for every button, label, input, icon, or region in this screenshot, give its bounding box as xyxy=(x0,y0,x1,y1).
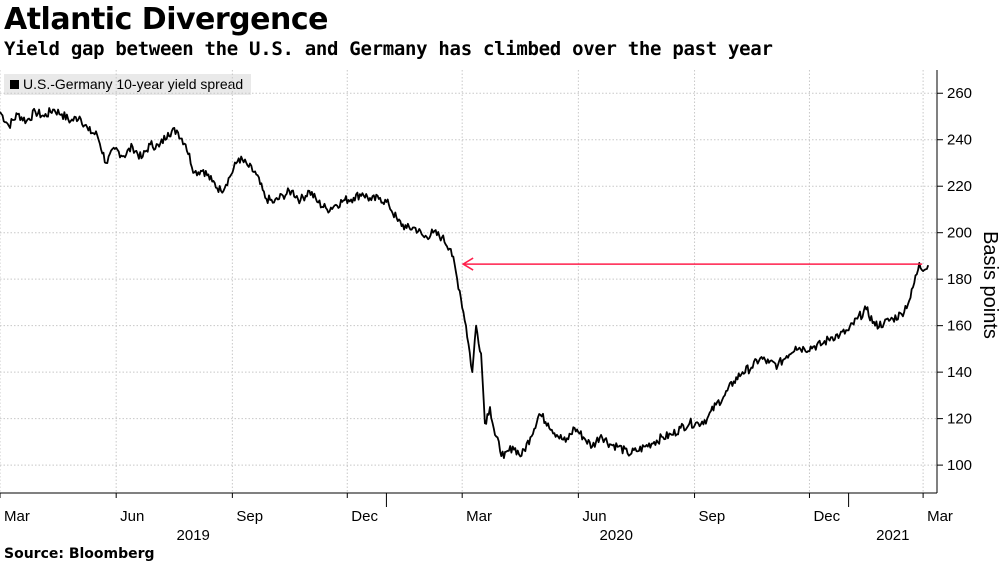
y-axis-label: Basis points xyxy=(979,231,1001,339)
y-tick-label: 260 xyxy=(947,85,972,102)
arrow-head xyxy=(461,257,474,271)
y-tick-label: 180 xyxy=(947,271,972,288)
chart-subtitle: Yield gap between the U.S. and Germany h… xyxy=(4,38,773,60)
series-layer xyxy=(0,107,930,459)
y-tick-label: 140 xyxy=(947,364,972,381)
source-note: Source: Bloomberg xyxy=(4,546,155,562)
y-tick-label: 240 xyxy=(947,132,972,149)
axes: 100 120 140 160 180 200 220 240 260 Mar Jun Sep Dec M… xyxy=(0,70,972,544)
x-tick-label: Jun xyxy=(120,508,144,525)
x-tick-label: Sep xyxy=(236,508,263,525)
legend-swatch xyxy=(10,79,19,89)
x-tick-label: Jun xyxy=(582,508,606,525)
y-tick-label: 200 xyxy=(947,225,972,242)
annotation-layer xyxy=(461,257,923,271)
x-tick-label: Dec xyxy=(351,508,378,525)
y-tick-label: 220 xyxy=(947,178,972,195)
y-tick-label: 160 xyxy=(947,318,972,335)
series-line xyxy=(0,107,930,459)
y-tick-label: 100 xyxy=(947,457,972,474)
x-year-label: 2020 xyxy=(600,527,633,544)
x-year-label: 2019 xyxy=(177,527,210,544)
x-tick-label: Mar xyxy=(4,508,30,525)
x-tick-label: Mar xyxy=(927,508,953,525)
x-year-label: 2021 xyxy=(876,527,909,544)
legend: U.S.-Germany 10-year yield spread xyxy=(4,74,252,95)
x-tick-label: Sep xyxy=(699,508,726,525)
legend-label: U.S.-Germany 10-year yield spread xyxy=(23,76,244,92)
gridlines xyxy=(0,70,937,493)
x-tick-label: Mar xyxy=(466,508,492,525)
chart-title: Atlantic Divergence xyxy=(4,2,329,37)
x-tick-label: Dec xyxy=(813,508,840,525)
y-tick-label: 120 xyxy=(947,411,972,428)
